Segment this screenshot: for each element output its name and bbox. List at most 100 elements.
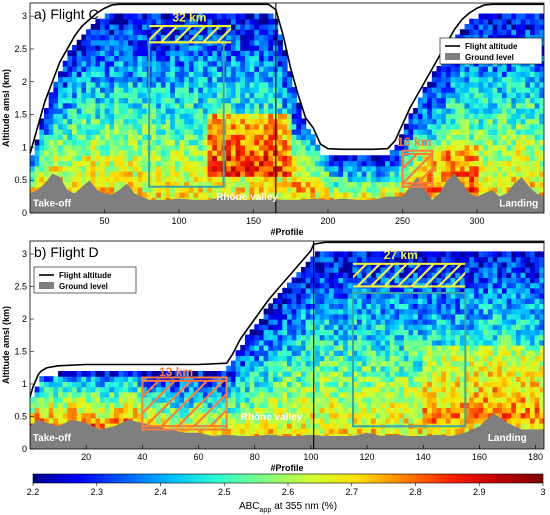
heatmap-cell — [422, 308, 428, 315]
heatmap-cell — [352, 417, 358, 424]
heatmap-cell — [132, 81, 139, 88]
heatmap-cell — [291, 277, 297, 284]
heatmap-cell — [114, 34, 120, 41]
heatmap-cell — [95, 39, 101, 46]
heatmap-cell — [76, 123, 82, 130]
heatmap-cell — [198, 66, 204, 72]
heatmap-cell — [184, 50, 190, 57]
heatmap-cell — [319, 272, 325, 278]
heatmap-cell — [39, 118, 45, 125]
heatmap-cell — [399, 134, 405, 141]
heatmap-cell — [254, 155, 260, 162]
heatmap-cell — [343, 355, 349, 362]
heatmap-cell — [151, 176, 157, 183]
heatmap-cell — [76, 92, 82, 99]
heatmap-cell — [301, 160, 307, 167]
heatmap-cell — [67, 155, 73, 162]
heatmap-cell — [86, 144, 92, 151]
heatmap-cell — [277, 303, 283, 310]
heatmap-cell — [371, 293, 377, 299]
heatmap-cell — [506, 24, 512, 30]
heatmap-cell — [506, 165, 512, 172]
heatmap-cell — [132, 134, 139, 141]
heatmap-cell — [497, 108, 503, 114]
heatmap-cell — [170, 376, 176, 382]
heatmap-cell — [142, 50, 148, 57]
heatmap-cell — [301, 313, 307, 320]
heatmap-cell — [338, 339, 344, 346]
heatmap-cell — [258, 324, 265, 330]
heatmap-cell — [268, 39, 274, 46]
heatmap-cell — [156, 165, 162, 172]
heatmap-cell — [459, 108, 466, 114]
heatmap-cell — [48, 129, 54, 135]
heatmap-cell — [249, 412, 255, 419]
heatmap-cell — [268, 144, 274, 151]
heatmap-cell — [361, 272, 368, 278]
heatmap-cell — [478, 108, 484, 114]
heatmap-cell — [188, 76, 195, 83]
heatmap-cell — [333, 329, 339, 336]
heatmap-cells — [30, 13, 544, 204]
heatmap-cell — [408, 371, 414, 377]
heatmap-cell — [338, 272, 344, 278]
heatmap-cell — [478, 176, 484, 183]
heatmap-cell — [142, 102, 148, 109]
heatmap-cell — [347, 181, 354, 188]
heatmap-cell — [184, 34, 190, 41]
hatch-stroke — [202, 25, 221, 44]
heatmap-cell — [511, 129, 517, 135]
heatmap-cell — [338, 381, 344, 388]
heatmap-cell — [128, 29, 134, 36]
heatmap-cell — [431, 293, 438, 299]
heatmap-cell — [333, 345, 339, 351]
heatmap-cell — [268, 350, 274, 356]
heatmap-cell — [287, 397, 293, 403]
heatmap-cell — [235, 155, 241, 162]
heatmap-cell — [324, 407, 330, 414]
heatmap-cell — [193, 192, 199, 198]
heatmap-cell — [240, 171, 246, 177]
heatmap-cell — [492, 181, 498, 188]
heatmap-cell — [170, 118, 176, 125]
heatmap-cell — [151, 386, 157, 393]
heatmap-cell — [230, 391, 237, 398]
heatmap-cell — [174, 113, 181, 120]
heatmap-cell — [445, 129, 452, 135]
heatmap-cell — [408, 428, 414, 434]
heatmap-cell — [445, 267, 452, 273]
heatmap-cell — [394, 428, 400, 434]
heatmap-cell — [319, 261, 325, 268]
heatmap-cell — [221, 192, 227, 198]
heatmap-cell — [394, 402, 400, 408]
heatmap-cell — [315, 313, 321, 320]
heatmap-cell — [441, 360, 447, 367]
heatmap-cell — [408, 417, 414, 424]
heatmap-cell — [212, 123, 218, 130]
heatmap-cell — [329, 397, 335, 403]
heatmap-cell — [212, 87, 218, 93]
heatmap-cell — [315, 160, 321, 167]
heatmap-cell — [212, 176, 218, 183]
heatmap-cell — [72, 113, 78, 120]
heatmap-cell — [30, 397, 36, 403]
heatmap-cell — [417, 303, 424, 310]
heatmap-cell — [277, 160, 283, 167]
heatmap-cell — [137, 97, 143, 104]
heatmap-cell — [408, 334, 414, 341]
heatmap-cell — [366, 303, 372, 310]
heatmap-cell — [310, 428, 316, 434]
heatmap-cell — [361, 298, 368, 304]
heatmap-cell — [109, 66, 115, 72]
heatmap-cell — [329, 324, 335, 330]
heatmap-cell — [287, 319, 293, 325]
heatmap-cell — [315, 397, 321, 403]
heatmap-cell — [534, 134, 540, 141]
heatmap-cell — [347, 160, 354, 167]
heatmap-cell — [221, 428, 227, 434]
heatmap-cell — [501, 34, 508, 41]
heatmap-cell — [174, 13, 181, 20]
heatmap-cell — [44, 155, 50, 162]
heatmap-cell — [226, 50, 232, 57]
heatmap-cell — [95, 60, 101, 67]
